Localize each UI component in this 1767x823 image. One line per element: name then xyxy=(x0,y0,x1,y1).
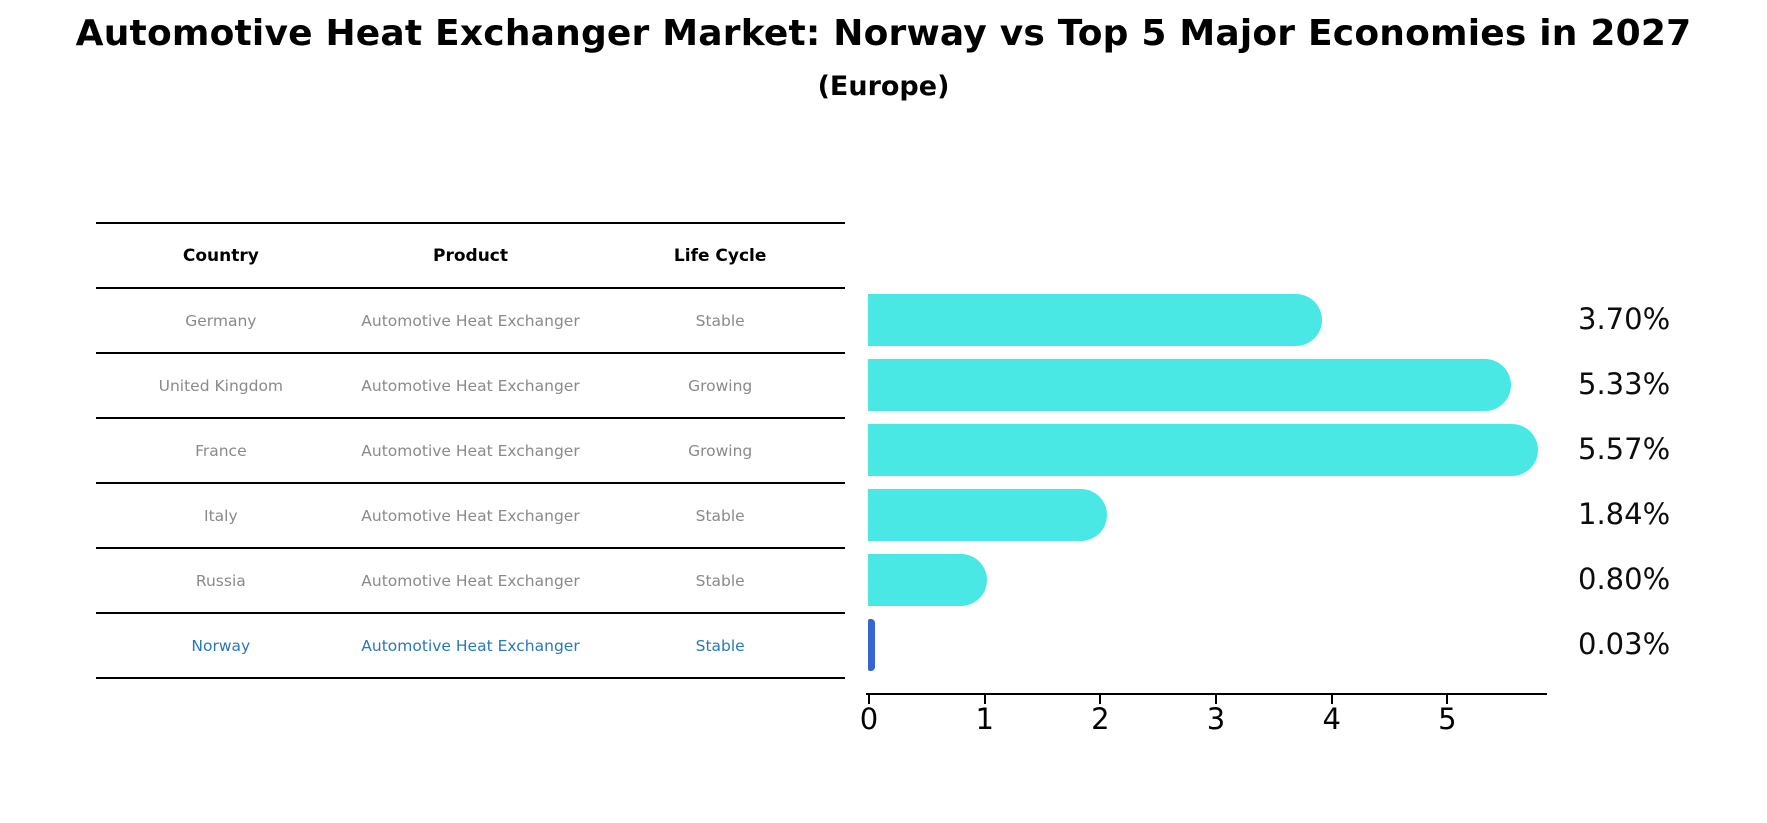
x-axis-tick-4 xyxy=(1330,695,1333,704)
table-header-row: Country Product Life Cycle xyxy=(96,222,845,289)
value-label-norway: 0.03% xyxy=(1578,627,1671,661)
x-axis-tick-2 xyxy=(1099,695,1102,704)
column-header-life-cycle: Life Cycle xyxy=(673,245,767,266)
table-row: Germany Automotive Heat Exchanger Stable xyxy=(96,289,845,354)
bar-norway xyxy=(868,618,875,671)
table-row: France Automotive Heat Exchanger Growing xyxy=(96,419,845,484)
column-header-product: Product xyxy=(433,245,508,266)
table-cell-country: Italy xyxy=(204,506,238,525)
table-cell-life-cycle: Stable xyxy=(695,571,745,590)
country-table: Country Product Life Cycle Germany Autom… xyxy=(96,222,845,679)
bar-italy xyxy=(868,488,1107,541)
table-cell-country: Russia xyxy=(195,571,246,590)
chart-subtitle: (Europe) xyxy=(817,71,950,102)
x-axis-tick-label-5: 5 xyxy=(1438,702,1457,736)
table-cell-country: France xyxy=(195,441,247,460)
table-cell-product: Automotive Heat Exchanger xyxy=(361,441,580,460)
table-cell-product: Automotive Heat Exchanger xyxy=(361,571,580,590)
x-axis-line xyxy=(866,693,1547,695)
table-row: United Kingdom Automotive Heat Exchanger… xyxy=(96,354,845,419)
table-cell-product: Automotive Heat Exchanger xyxy=(361,376,580,395)
column-header-country: Country xyxy=(182,245,259,266)
table-cell-country: Norway xyxy=(191,636,251,655)
value-label-united-kingdom: 5.33% xyxy=(1578,367,1671,401)
table-body: Germany Automotive Heat Exchanger Stable… xyxy=(96,289,845,679)
table-cell-life-cycle: Growing xyxy=(688,376,753,395)
x-axis-tick-label-3: 3 xyxy=(1206,702,1226,736)
table-cell-life-cycle: Stable xyxy=(695,311,745,330)
value-label-russia: 0.80% xyxy=(1578,562,1671,596)
table-row: Russia Automotive Heat Exchanger Stable xyxy=(96,549,845,614)
table-cell-life-cycle: Growing xyxy=(688,441,753,460)
bar-germany xyxy=(868,293,1322,346)
table-cell-country: United Kingdom xyxy=(158,376,284,395)
x-axis-tick-label-1: 1 xyxy=(975,702,994,736)
table-cell-product: Automotive Heat Exchanger xyxy=(361,636,580,655)
value-label-germany: 3.70% xyxy=(1578,302,1671,336)
table-cell-product: Automotive Heat Exchanger xyxy=(361,311,580,330)
value-label-italy: 1.84% xyxy=(1578,497,1671,531)
chart-title: Automotive Heat Exchanger Market: Norway… xyxy=(75,13,1692,54)
x-axis-tick-5 xyxy=(1446,695,1449,704)
table-cell-life-cycle: Stable xyxy=(695,636,745,655)
table-cell-product: Automotive Heat Exchanger xyxy=(361,506,580,525)
table-cell-country: Germany xyxy=(185,311,257,330)
bar-france xyxy=(868,423,1539,476)
bar-united-kingdom xyxy=(868,358,1511,411)
x-axis-tick-1 xyxy=(983,695,986,704)
x-axis-tick-label-4: 4 xyxy=(1322,702,1341,736)
table-row: Norway Automotive Heat Exchanger Stable xyxy=(96,614,845,679)
table-row: Italy Automotive Heat Exchanger Stable xyxy=(96,484,845,549)
x-axis-tick-label-2: 2 xyxy=(1091,702,1110,736)
value-label-france: 5.57% xyxy=(1578,432,1671,466)
bar-russia xyxy=(868,553,987,606)
x-axis-tick-3 xyxy=(1215,695,1218,704)
x-axis-tick-label-0: 0 xyxy=(859,702,879,736)
x-axis-tick-0 xyxy=(868,695,870,704)
table-cell-life-cycle: Stable xyxy=(695,506,745,525)
